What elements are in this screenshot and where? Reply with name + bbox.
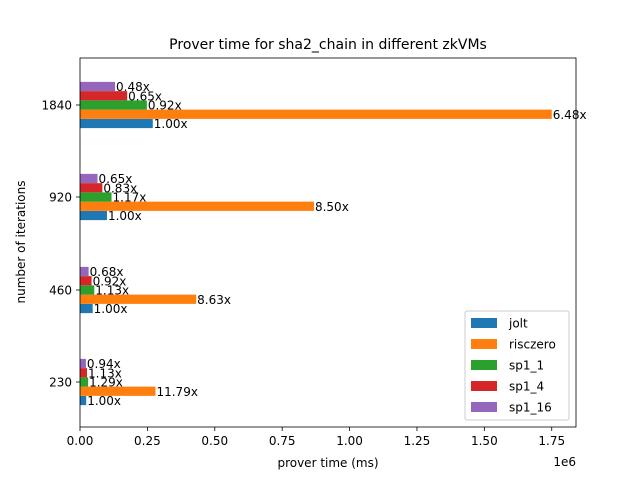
bar-sp1_1-460 (80, 285, 95, 295)
legend-swatch-risczero (471, 339, 497, 349)
x-axis-label: prover time (ms) (277, 456, 378, 470)
x-axis-offset-label: 1e6 (553, 455, 576, 469)
x-tick-label: 0.75 (269, 434, 296, 448)
bar-label-sp1_16-460: 0.68x (90, 265, 124, 279)
bar-sp1_1-920 (80, 192, 112, 202)
bar-sp1_1-230 (80, 377, 89, 387)
bar-label-sp1_16-920: 0.65x (99, 172, 133, 186)
legend-label-sp1_16: sp1_16 (509, 401, 552, 415)
bar-label-jolt-460: 1.00x (94, 302, 128, 316)
bar-label-sp1_16-1840: 0.48x (116, 80, 150, 94)
bar-label-sp1_16-230: 0.94x (87, 357, 121, 371)
bar-jolt-230 (80, 395, 87, 406)
bars (80, 81, 552, 406)
x-tick-label: 0.50 (201, 434, 228, 448)
bar-label-sp1_4-1840: 0.65x (128, 89, 162, 103)
x-tick-label: 1.25 (404, 434, 431, 448)
bar-sp1_4-1840 (80, 91, 128, 101)
x-tick-label: 0.25 (134, 434, 161, 448)
legend-label-risczero: risczero (509, 338, 556, 352)
legend-swatch-sp1_16 (471, 402, 497, 412)
bar-sp1_16-920 (80, 173, 98, 184)
x-tick-label: 1.50 (471, 434, 498, 448)
legend-swatch-sp1_4 (471, 381, 497, 391)
bar-label-sp1_1-460: 1.13x (95, 284, 129, 298)
bar-label-sp1_1-920: 1.17x (113, 191, 147, 205)
bar-risczero-460 (80, 294, 197, 304)
bar-sp1_4-460 (80, 276, 92, 286)
plot-frame (79, 57, 577, 428)
bar-sp1_16-460 (80, 266, 89, 277)
bar-label-jolt-920: 1.00x (108, 209, 142, 223)
chart-title: Prover time for sha2_chain in different … (169, 37, 487, 53)
legend-box (464, 310, 570, 421)
legend-label-sp1_1: sp1_1 (509, 359, 544, 373)
bar-label-risczero-460: 8.63x (197, 293, 231, 307)
x-tick-label: 0.00 (67, 434, 94, 448)
y-tick-label: 920 (49, 191, 72, 205)
bar-label-risczero-920: 8.50x (315, 200, 349, 214)
bar-label-jolt-230: 1.00x (87, 394, 121, 408)
bar-jolt-460 (80, 303, 93, 314)
bar-label-sp1_4-920: 0.83x (103, 181, 137, 195)
x-tick-label: 1.00 (336, 434, 363, 448)
y-tick-label: 1840 (41, 99, 72, 113)
bar-sp1_4-920 (80, 183, 103, 193)
legend-swatch-jolt (471, 318, 497, 328)
bar-risczero-230 (80, 386, 156, 396)
y-axis-label: number of iterations (14, 181, 28, 304)
bar-sp1_1-1840 (80, 100, 147, 110)
y-tick-label: 460 (49, 284, 72, 298)
bar-label-sp1_1-1840: 0.92x (148, 99, 182, 113)
legend: jolt risczero sp1_1 sp1_4 sp1_16 (464, 310, 570, 421)
bar-jolt-920 (80, 210, 107, 221)
bar-labels: 1.00x 1.00x 1.00x 1.00x 11.79x 8.63x 8.50x 6.48… (87, 80, 587, 408)
legend-label-jolt: jolt (508, 317, 528, 331)
legend-label-sp1_4: sp1_4 (509, 380, 544, 394)
bar-sp1_16-230 (80, 358, 86, 369)
bar-label-sp1_4-230: 1.13x (88, 366, 122, 380)
bar-label-sp1_1-230: 1.29x (89, 376, 123, 390)
bar-label-sp1_4-460: 0.92x (93, 274, 127, 288)
y-tick-label: 230 (49, 376, 72, 390)
bar-label-risczero-1840: 6.48x (553, 108, 587, 122)
bar-sp1_4-230 (80, 368, 88, 378)
bar-label-risczero-230: 11.79x (156, 385, 197, 399)
x-tick-label: 1.75 (538, 434, 565, 448)
bar-sp1_16-1840 (80, 81, 116, 92)
bar-label-jolt-1840: 1.00x (154, 117, 188, 131)
y-axis: 230 460 920 1840 (41, 99, 80, 390)
bar-risczero-1840 (80, 109, 552, 119)
legend-swatch-sp1_1 (471, 360, 497, 370)
bar-risczero-920 (80, 201, 314, 211)
x-axis: 0.00 0.25 0.50 0.75 1.00 1.25 1.50 1.75 (67, 427, 565, 448)
bar-jolt-1840 (80, 118, 153, 129)
